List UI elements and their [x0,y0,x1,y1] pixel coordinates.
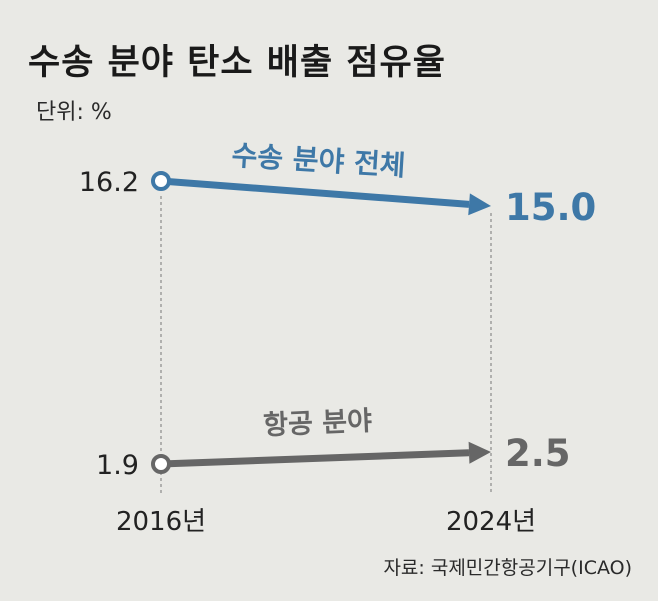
series-name-label-1: 항공 분야 [263,406,373,442]
value-label-start-0: 16.2 [79,167,139,198]
series-line-0 [160,177,470,208]
series-arrowhead-1 [468,441,491,464]
series-arrowhead-0 [468,193,491,216]
unit-label: 단위: % [36,100,112,125]
series-start-point-1 [151,454,171,474]
chart-title: 수송 분야 탄소 배출 점유율 [28,43,446,83]
value-label-end-1: 2.5 [505,432,571,475]
series-line-1 [160,449,470,468]
source-note: 자료: 국제민간항공기구(ICAO) [383,557,632,579]
series-name-label-0: 수송 분야 전체 [231,139,407,183]
value-label-start-1: 1.9 [96,450,139,481]
value-label-end-0: 15.0 [505,186,596,229]
x-tick-2024: 2024년 [446,507,536,537]
x-tick-2016: 2016년 [116,507,206,537]
series-start-point-0 [151,171,171,191]
